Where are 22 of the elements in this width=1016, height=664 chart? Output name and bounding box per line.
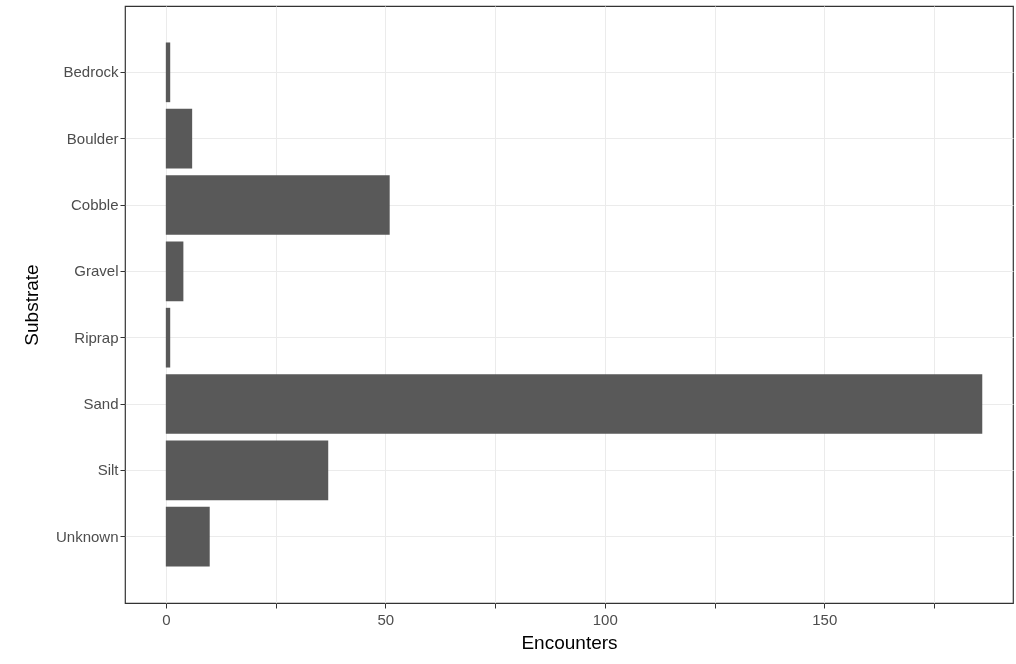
y-axis-title: Substrate — [20, 264, 42, 346]
bar — [165, 42, 171, 103]
y-tick-label: Silt — [97, 461, 120, 479]
bar — [165, 506, 210, 567]
y-tick-label: Gravel — [74, 262, 119, 280]
x-axis-title: Encounters — [521, 631, 618, 653]
bar — [165, 175, 390, 235]
bar — [165, 440, 329, 501]
y-tick-label: Boulder — [66, 129, 119, 147]
x-tick-label: 0 — [162, 610, 171, 628]
bar — [165, 108, 193, 169]
x-tick-label: 50 — [377, 610, 395, 628]
bar — [165, 374, 983, 434]
y-tick-label: Unknown — [55, 527, 119, 545]
x-tick-label: 150 — [812, 610, 838, 628]
bar — [165, 241, 184, 302]
y-tick-label: Bedrock — [63, 63, 119, 81]
y-tick-label: Cobble — [70, 196, 119, 213]
y-tick-label: Sand — [83, 395, 119, 412]
bar — [165, 307, 171, 368]
x-tick-label: 100 — [592, 610, 618, 628]
y-tick-label: Riprap — [74, 328, 119, 346]
